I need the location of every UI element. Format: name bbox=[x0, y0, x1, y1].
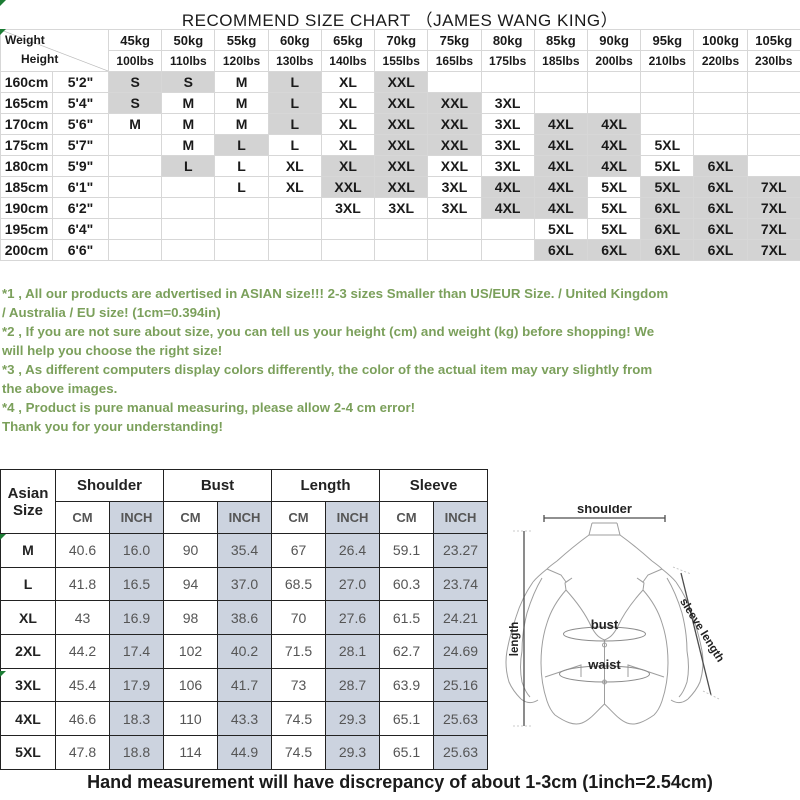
svg-text:shoulder: shoulder bbox=[577, 505, 632, 516]
svg-text:bust: bust bbox=[591, 617, 619, 632]
svg-text:waist: waist bbox=[587, 657, 621, 672]
svg-text:length: length bbox=[509, 622, 521, 657]
